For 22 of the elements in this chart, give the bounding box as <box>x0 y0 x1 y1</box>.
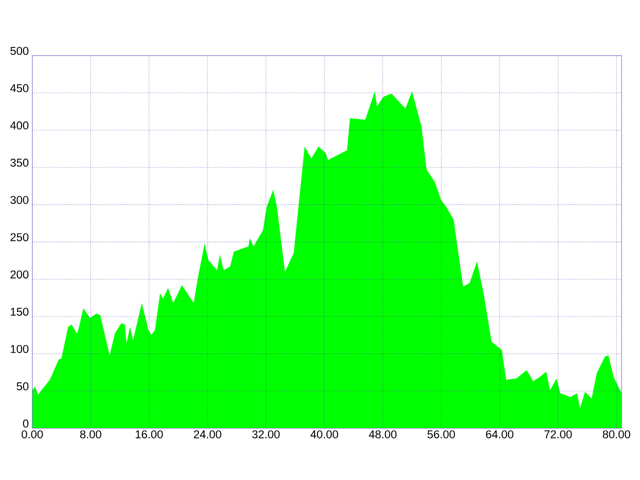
y-tick-label: 350 <box>10 158 28 167</box>
x-tick-label: 16.00 <box>136 430 163 438</box>
y-tick-label: 250 <box>10 233 28 242</box>
y-tick-label: 50 <box>16 382 28 390</box>
x-tick-label: 40.00 <box>310 430 338 438</box>
x-tick-label: 48.00 <box>368 430 397 438</box>
x-tick-label: 72.00 <box>544 430 572 438</box>
x-tick-label: 56.00 <box>427 430 455 438</box>
x-tick-label: 8.00 <box>80 430 102 438</box>
y-tick-label: 400 <box>10 121 28 130</box>
y-tick-label: 0 <box>23 420 28 428</box>
y-tick-label: 450 <box>10 84 28 92</box>
y-tick-label: 200 <box>10 270 28 278</box>
x-tick-label: 32.00 <box>252 430 280 438</box>
x-tick-label: 64.00 <box>486 430 514 438</box>
x-tick-label: 0.00 <box>22 430 43 438</box>
x-tick-label: 24.00 <box>194 430 222 438</box>
y-tick-label: 500 <box>10 46 28 55</box>
y-tick-label: 100 <box>10 345 28 354</box>
y-tick-label: 300 <box>10 196 28 204</box>
y-tick-label: 150 <box>10 308 28 316</box>
x-tick-label: 80.00 <box>602 430 630 438</box>
